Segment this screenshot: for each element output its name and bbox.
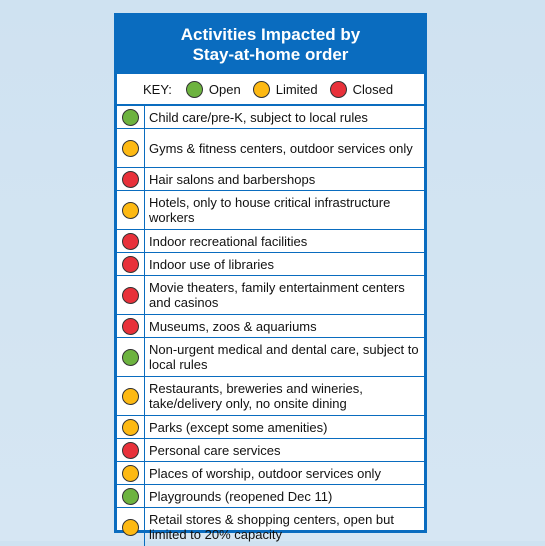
activity-label: Indoor recreational facilities [149,233,308,249]
activity-label: Hair salons and barbershops [149,171,316,187]
list-item: Playgrounds (reopened Dec 11) [117,485,424,508]
key-closed-label: Closed [352,81,394,97]
activity-label: Child care/pre-K, subject to local rules [149,109,368,125]
status-dot-icon [122,348,139,366]
key-open: Open [185,80,241,98]
list-item: Parks (except some amenities) [117,416,424,439]
activity-label: Playgrounds (reopened Dec 11) [149,488,333,504]
list-item: Hotels, only to house critical infrastru… [117,191,424,230]
key-closed: Closed [329,80,394,98]
green-dot-icon [185,80,203,98]
activity-label: Retail stores & shopping centers, open b… [149,512,394,542]
activity-label: Gyms & fitness centers, outdoor services… [149,140,413,156]
activity-label: Hotels, only to house critical infrastru… [149,195,391,225]
activity-list: Child care/pre-K, subject to local rules… [117,106,424,546]
status-dot-icon [122,464,139,482]
key-limited-label: Limited [275,81,318,97]
list-item: Child care/pre-K, subject to local rules [117,106,424,129]
list-item: Places of worship, outdoor services only [117,462,424,485]
activity-label: Personal care services [149,442,281,458]
list-item: Retail stores & shopping centers, open b… [117,508,424,546]
red-dot-icon [329,80,347,98]
card-header: Activities Impacted by Stay-at-home orde… [117,16,424,74]
status-dot-icon [122,317,139,335]
status-dot-icon [122,170,139,188]
list-item: Hair salons and barbershops [117,168,424,191]
status-dot-icon [122,139,139,157]
status-dot-icon [122,441,139,459]
status-dot-icon [122,232,139,250]
list-item: Indoor use of libraries [117,253,424,276]
activity-label: Parks (except some amenities) [149,419,328,435]
status-dot-icon [122,108,139,126]
list-item: Museums, zoos & aquariums [117,315,424,338]
status-dot-icon [122,286,139,304]
key-limited: Limited [252,80,318,98]
activity-label: Restaurants, breweries and wineries, tak… [149,381,363,411]
status-dot-icon [122,255,139,273]
title-line-2: Stay-at-home order [192,45,349,64]
activity-label: Places of worship, outdoor services only [149,465,381,481]
key-label: KEY: [143,81,172,97]
list-item: Indoor recreational facilities [117,230,424,253]
activities-card: Activities Impacted by Stay-at-home orde… [114,13,427,546]
status-dot-icon [122,487,139,505]
title-line-1: Activities Impacted by [180,25,361,44]
status-dot-icon [122,418,139,436]
list-item: Restaurants, breweries and wineries, tak… [117,377,424,416]
activity-label: Movie theaters, family entertainment cen… [149,280,405,310]
yellow-dot-icon [252,80,270,98]
status-dot-icon [122,201,139,219]
list-item: Non-urgent medical and dental care, subj… [117,338,424,377]
list-item: Personal care services [117,439,424,462]
key-legend: KEY: Open Limited Closed [117,74,424,106]
status-dot-icon [122,387,139,405]
activity-label: Museums, zoos & aquariums [149,318,317,334]
list-item: Movie theaters, family entertainment cen… [117,276,424,315]
activity-label: Non-urgent medical and dental care, subj… [149,342,419,372]
list-item: Gyms & fitness centers, outdoor services… [117,129,424,168]
activity-label: Indoor use of libraries [149,256,275,272]
status-dot-icon [122,518,139,536]
key-open-label: Open [208,81,241,97]
